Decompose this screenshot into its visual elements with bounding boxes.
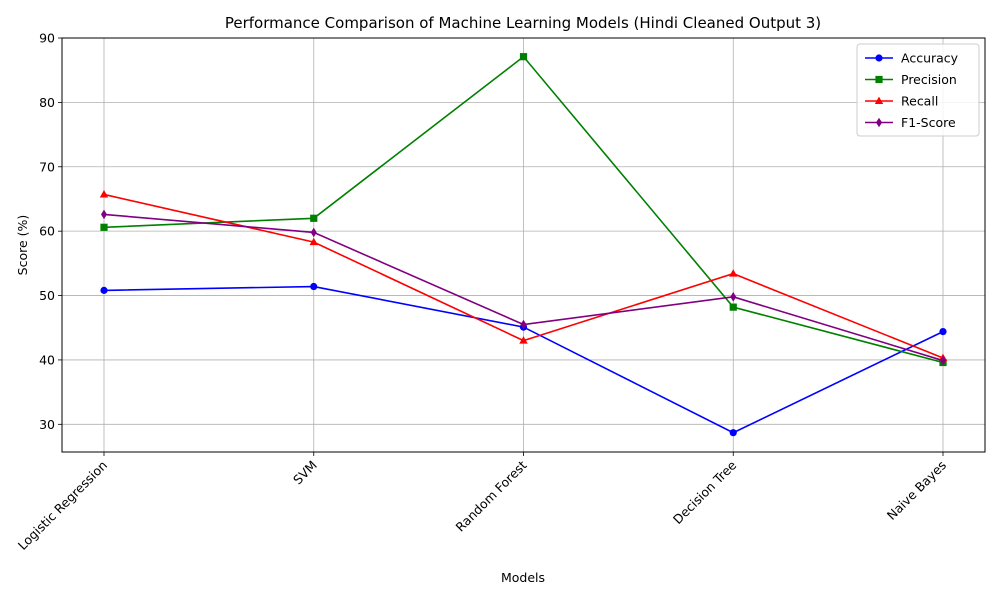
y-tick-label: 30 [39, 417, 55, 432]
data-point-recall [99, 190, 109, 198]
data-point-f1-score [520, 319, 527, 330]
legend-marker-precision [875, 75, 883, 84]
data-point-recall [309, 237, 318, 246]
legend-marker-accuracy [875, 54, 883, 62]
y-axis: 30 40 50 60 70 80 90 [39, 31, 62, 432]
data-point-accuracy [729, 429, 737, 437]
legend-label-recall: Recall [901, 94, 938, 109]
chart-title: Performance Comparison of Machine Learni… [225, 14, 821, 32]
data-point-f1-score [101, 209, 107, 220]
data-point-accuracy [100, 286, 108, 294]
data-point-accuracy [310, 282, 318, 291]
data-point-f1-score [730, 292, 737, 302]
x-axis: Logistic Regression SVM Random Forest Decis… [15, 452, 949, 553]
data-point-recall [729, 269, 738, 277]
data-point-precision [729, 303, 737, 311]
data-point-precision [519, 53, 528, 61]
legend-marker-f1-score [876, 117, 882, 128]
x-axis-label: Models [501, 570, 545, 585]
y-axis-label: Score (%) [15, 215, 30, 276]
data-point-precision [310, 214, 318, 222]
y-tick-label: 50 [39, 288, 55, 303]
grid [62, 37, 985, 452]
legend-label-precision: Precision [901, 72, 957, 87]
data-point-f1-score [310, 227, 317, 238]
y-tick-label: 70 [39, 159, 55, 174]
x-tick-label: Random Forest [452, 457, 529, 534]
y-tick-label: 60 [39, 224, 55, 239]
legend-label-f1-score: F1-Score [901, 115, 956, 130]
legend-marker-recall [874, 96, 884, 104]
x-tick-label: Logistic Regression [15, 458, 110, 553]
x-tick-label: SVM [290, 458, 320, 488]
legend: Accuracy Precision Recall F1-Score [856, 43, 980, 137]
data-point-f1-score [940, 355, 946, 366]
y-tick-label: 80 [39, 95, 55, 110]
legend-label-accuracy: Accuracy [901, 51, 959, 66]
y-tick-label: 40 [39, 352, 55, 367]
y-tick-label: 90 [39, 31, 55, 46]
x-tick-label: Naive Bayes [884, 458, 949, 523]
x-tick-label: Decision Tree [670, 457, 740, 527]
data-point-recall [519, 336, 528, 344]
series-group [99, 53, 948, 437]
legend-box [856, 43, 980, 137]
data-point-precision [100, 223, 108, 231]
data-point-accuracy [939, 327, 947, 336]
